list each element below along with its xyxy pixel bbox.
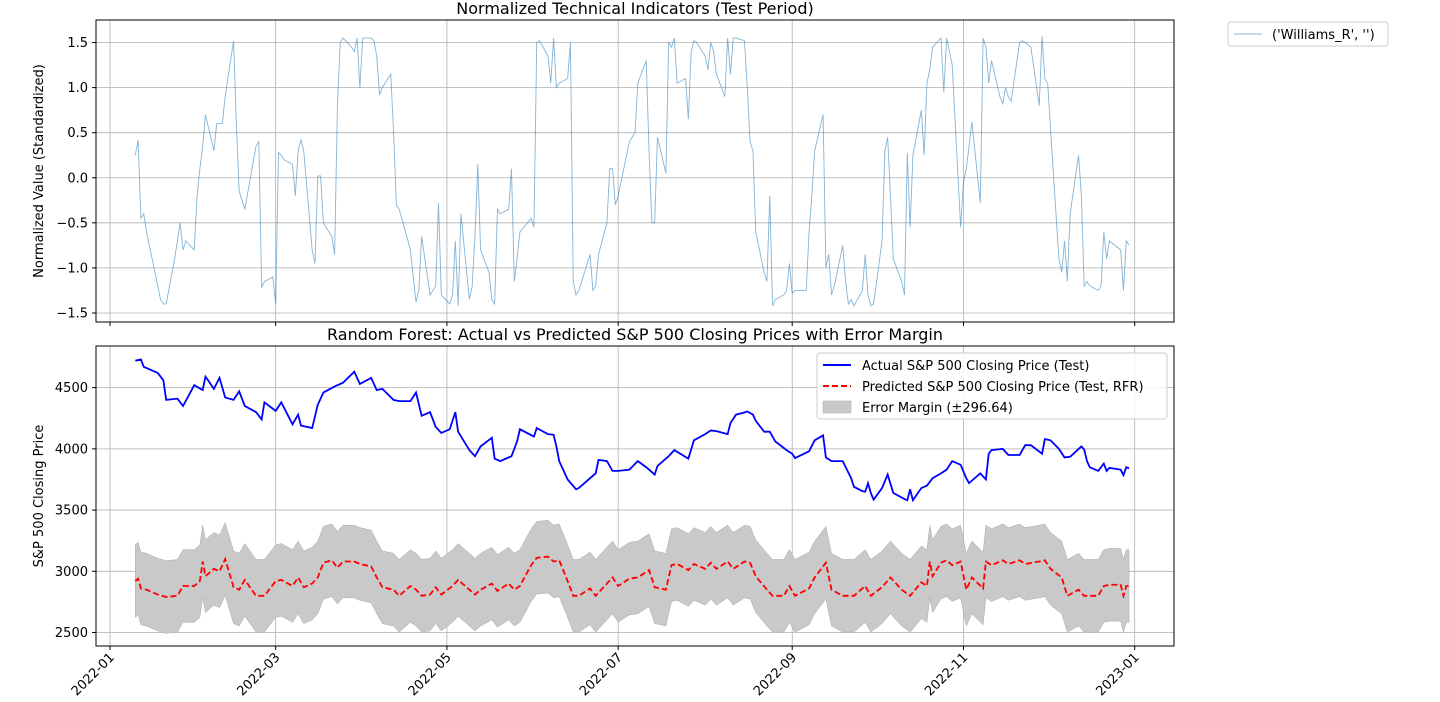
price-chart-x-ticks: 2022-01 2022-03 2022-05 2022-07 2022-09 2022-… bbox=[69, 646, 1143, 699]
legend-error-swatch bbox=[822, 400, 852, 414]
y-tick-label: 4500 bbox=[55, 381, 88, 396]
price-chart-title: Random Forest: Actual vs Predicted S&P 5… bbox=[327, 325, 943, 344]
indicator-chart-series bbox=[134, 36, 1130, 307]
indicator-chart-y-axis-label: Normalized Value (Standardized) bbox=[32, 64, 47, 278]
indicator-chart-grid bbox=[96, 20, 1174, 322]
indicator-chart-legend: ('Williams_R', '') bbox=[1227, 21, 1389, 47]
price-chart-series bbox=[134, 358, 1130, 634]
indicator-chart-x-ticks bbox=[109, 322, 1136, 326]
indicator-chart-frame bbox=[95, 19, 1175, 323]
x-tick-label: 2022-05 bbox=[406, 650, 455, 699]
legend-williams-label: ('Williams_R', '') bbox=[1272, 28, 1375, 43]
y-tick-label: 1.5 bbox=[67, 36, 88, 51]
legend-error-label: Error Margin (±296.64) bbox=[862, 401, 1013, 416]
price-chart-legend: Actual S&P 500 Closing Price (Test) Pred… bbox=[816, 352, 1168, 420]
legend-box bbox=[1227, 21, 1389, 47]
x-tick-label: 2022-11 bbox=[922, 650, 971, 699]
x-tick-label: 2022-01 bbox=[69, 650, 118, 699]
y-tick-label: 3000 bbox=[55, 565, 88, 580]
error-margin-band bbox=[135, 520, 1130, 634]
legend-predicted-label: Predicted S&P 500 Closing Price (Test, R… bbox=[862, 380, 1144, 395]
legend-actual-label: Actual S&P 500 Closing Price (Test) bbox=[862, 359, 1089, 374]
x-tick-label: 2022-07 bbox=[577, 650, 626, 699]
x-tick-label: 2023-01 bbox=[1094, 650, 1143, 699]
price-chart-frame bbox=[95, 345, 1175, 647]
y-tick-label: −0.5 bbox=[56, 216, 88, 231]
price-chart-y-axis-label: S&P 500 Closing Price bbox=[32, 425, 47, 568]
indicator-chart-title: Normalized Technical Indicators (Test Pe… bbox=[456, 0, 813, 18]
y-tick-label: 0.5 bbox=[67, 126, 88, 141]
y-tick-label: 3500 bbox=[55, 504, 88, 519]
legend-box bbox=[816, 352, 1168, 420]
predicted-price-line bbox=[134, 555, 1130, 600]
x-tick-label: 2022-03 bbox=[234, 650, 283, 699]
indicator-chart: −1.5 −1.0 −0.5 0.0 0.5 1.0 1.5 Normalized Tech… bbox=[32, 0, 1175, 326]
y-tick-label: −1.5 bbox=[56, 306, 88, 321]
x-tick-label: 2022-09 bbox=[751, 650, 800, 699]
y-tick-label: 2500 bbox=[55, 626, 88, 641]
indicator-chart-y-ticks: −1.5 −1.0 −0.5 0.0 0.5 1.0 1.5 bbox=[56, 36, 96, 321]
y-tick-label: 4000 bbox=[55, 442, 88, 457]
williams-r-line bbox=[134, 36, 1130, 307]
y-tick-label: 1.0 bbox=[67, 81, 88, 96]
actual-price-line bbox=[135, 358, 1130, 503]
y-tick-label: 0.0 bbox=[67, 171, 88, 186]
price-chart-y-ticks: 2500 3000 3500 4000 4500 bbox=[55, 381, 96, 641]
y-tick-label: −1.0 bbox=[56, 261, 88, 276]
